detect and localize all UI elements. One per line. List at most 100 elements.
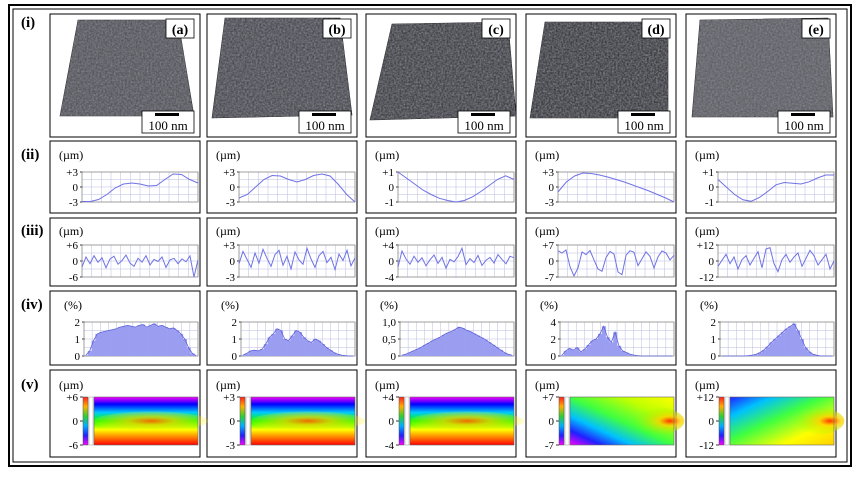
- y-tick-label: 0: [549, 256, 555, 268]
- histogram-bar: [479, 337, 484, 356]
- histogram-bar: [313, 339, 318, 356]
- histogram-bar: [290, 335, 295, 356]
- histogram-bar: [422, 345, 427, 356]
- histogram-bar: [241, 355, 246, 356]
- histogram-bar: [106, 330, 111, 356]
- histogram-bar: [324, 347, 329, 356]
- histogram-bar: [780, 332, 785, 356]
- plot-frame: [557, 244, 675, 278]
- scale-bar-label: 100 nm: [305, 118, 344, 133]
- grid: [81, 244, 199, 278]
- histogram-bar: [784, 328, 789, 356]
- y-tick-label: 0: [709, 416, 715, 428]
- unit-label: (µm): [59, 148, 83, 162]
- histogram-bar: [84, 355, 89, 356]
- panel-frame: [525, 140, 677, 214]
- panel-letter-box: [641, 18, 671, 39]
- histogram-bar: [586, 344, 591, 356]
- histogram-bar: [632, 355, 637, 356]
- y-tick-label: 2: [711, 317, 717, 329]
- histogram-bar: [275, 328, 280, 356]
- y-tick-label: +6: [66, 240, 78, 252]
- y-tick-label: +4: [382, 240, 394, 252]
- histogram-bar: [179, 333, 184, 356]
- afm-texture: [212, 18, 352, 118]
- inner-frame: [12, 8, 848, 463]
- histogram-bar: [464, 330, 469, 356]
- histogram-bar: [609, 342, 614, 356]
- histogram-bar: [244, 353, 249, 356]
- histogram-bar: [407, 352, 412, 356]
- histogram-bar: [294, 330, 299, 356]
- map-frame: [93, 396, 199, 446]
- histogram-bar: [571, 350, 576, 356]
- y-tick-label: +3: [223, 240, 235, 252]
- scale-bar: [631, 113, 655, 116]
- y-tick-label: 0: [549, 182, 555, 194]
- y-tick-label: +6: [66, 392, 78, 404]
- histogram-bar: [87, 350, 92, 356]
- histogram-bar: [765, 346, 770, 356]
- unit-label: (µm): [375, 148, 399, 162]
- y-tick-label: 2: [75, 317, 81, 329]
- histogram-outline: [85, 323, 197, 357]
- histogram-bar: [620, 350, 625, 356]
- histogram-bar: [129, 326, 134, 356]
- y-tick-label: +1: [382, 167, 394, 179]
- histogram-bar: [807, 351, 812, 356]
- unit-label: (µm): [375, 224, 399, 238]
- histogram-bar: [426, 343, 431, 356]
- histogram-bar: [796, 330, 801, 356]
- y-tick-label: 0: [389, 256, 395, 268]
- color-bar-gap: [724, 396, 730, 446]
- panel-letter-box: [481, 18, 511, 39]
- unit-label: (µm): [59, 224, 83, 238]
- y-tick-label: 1: [75, 334, 81, 346]
- y-tick-label: 0: [549, 416, 555, 428]
- histogram-bar: [567, 348, 572, 356]
- histogram-bar: [510, 355, 515, 356]
- height-map: (µm)+7 0 -7: [535, 378, 685, 452]
- histogram-bar: [301, 337, 306, 356]
- map-peak: [251, 411, 366, 431]
- histogram-bar: [590, 340, 595, 356]
- height-map: (µm)+3 0 -3: [216, 378, 366, 452]
- histogram-bar: [110, 329, 115, 356]
- plot-frame: [717, 171, 835, 203]
- y-tick-label: +1: [702, 167, 714, 179]
- y-tick-label: 4: [551, 317, 557, 329]
- histogram-bar: [601, 326, 606, 356]
- y-tick-label: 0: [230, 182, 236, 194]
- y-tick-label: -3: [226, 197, 236, 209]
- plot-frame: [238, 171, 356, 203]
- histogram-bar: [434, 339, 439, 356]
- histogram-bar: [761, 350, 766, 356]
- histogram-bar: [560, 355, 565, 356]
- plot-frame: [81, 171, 199, 203]
- y-tick-label: -7: [545, 440, 555, 452]
- y-tick-label: -12: [699, 440, 714, 452]
- y-tick-label: +7: [542, 392, 554, 404]
- histogram-bar: [754, 354, 759, 356]
- histogram-bar: [624, 352, 629, 356]
- panel-frame: [365, 217, 517, 287]
- histogram-bar: [186, 347, 191, 356]
- histogram-bar: [182, 339, 187, 356]
- histogram-bar: [263, 344, 268, 356]
- histogram-bar: [449, 331, 454, 356]
- panel-frame: [206, 217, 358, 287]
- y-tick-label: 0: [551, 351, 557, 363]
- series-line: [717, 247, 835, 274]
- height-map: (µm)+6 0 -6: [59, 378, 209, 452]
- series-line: [238, 246, 356, 272]
- panel-letter: (e): [808, 23, 824, 38]
- scale-bar-box: [298, 110, 352, 134]
- y-tick-label: 1: [711, 334, 717, 346]
- series-line: [81, 254, 199, 278]
- color-bar: [558, 396, 565, 446]
- y-tick-label: -7: [545, 272, 555, 284]
- panel-letter-box: [165, 18, 195, 39]
- histogram-bar: [441, 334, 446, 356]
- y-tick-label: +3: [223, 167, 235, 179]
- y-tick-label: 0: [389, 182, 395, 194]
